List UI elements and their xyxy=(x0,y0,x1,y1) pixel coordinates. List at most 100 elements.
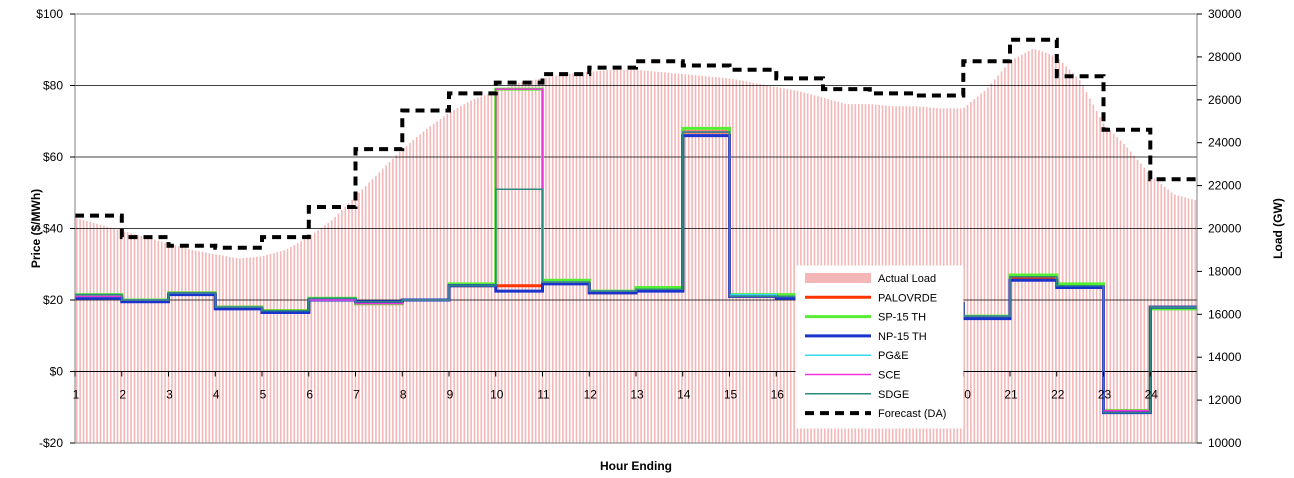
actual-load-bar xyxy=(653,71,656,444)
actual-load-bar xyxy=(507,86,510,443)
x-tick-label: 22 xyxy=(1051,388,1065,402)
y-tick-label: $80 xyxy=(43,79,63,93)
actual-load-bar xyxy=(538,78,540,443)
actual-load-bar xyxy=(228,256,231,443)
x-tick-label: 5 xyxy=(260,388,267,402)
actual-load-bar xyxy=(1004,67,1006,444)
actual-load-bar xyxy=(1085,92,1088,443)
actual-load-bar xyxy=(640,70,642,444)
actual-load-bar xyxy=(126,232,129,443)
actual-load-bar xyxy=(1191,199,1193,443)
actual-load-bar xyxy=(86,221,88,443)
actual-load-bar xyxy=(1174,194,1176,443)
actual-load-bar xyxy=(147,237,149,443)
actual-load-bar xyxy=(698,75,700,443)
legend-label: NP-15 TH xyxy=(878,331,927,343)
actual-load-bar xyxy=(1160,184,1163,443)
actual-load-bar xyxy=(633,69,636,444)
actual-load-bar xyxy=(347,203,350,443)
y2-tick-label: 26000 xyxy=(1208,93,1242,107)
actual-load-bar xyxy=(980,93,982,443)
actual-load-bar xyxy=(245,257,248,443)
actual-load-bar xyxy=(296,243,299,443)
actual-load-bar xyxy=(453,109,455,444)
actual-load-bar xyxy=(1034,49,1037,443)
actual-load-bar xyxy=(1184,197,1186,443)
actual-load-bar xyxy=(565,74,568,444)
x-tick-label: 23 xyxy=(1098,388,1112,402)
actual-load-bar xyxy=(89,221,92,443)
actual-load-bar xyxy=(708,76,710,443)
actual-load-bar xyxy=(1031,49,1033,444)
actual-load-bar xyxy=(677,73,680,444)
actual-load-bar xyxy=(664,72,666,444)
actual-load-bar xyxy=(313,232,316,443)
actual-load-bar xyxy=(1027,50,1030,443)
x-tick-label: 21 xyxy=(1004,388,1018,402)
actual-load-bar xyxy=(215,254,217,443)
actual-load-bar xyxy=(449,111,452,443)
actual-load-bar xyxy=(490,92,493,443)
actual-load-bar xyxy=(218,255,221,443)
actual-load-bar xyxy=(647,70,649,444)
actual-load-bar xyxy=(534,79,537,443)
y-tick-label: $40 xyxy=(43,222,63,236)
actual-load-bar xyxy=(1048,54,1050,444)
actual-load-bar xyxy=(684,74,687,443)
x-tick-label: 9 xyxy=(447,388,454,402)
actual-load-bar xyxy=(368,182,370,443)
actual-load-bar xyxy=(572,73,574,444)
actual-load-bar xyxy=(636,69,639,444)
actual-load-bar xyxy=(1017,56,1020,443)
actual-load-bar xyxy=(419,134,421,443)
actual-load-bar xyxy=(987,87,989,444)
actual-load-bar xyxy=(993,79,996,443)
x-tick-label: 2 xyxy=(119,388,126,402)
y2-tick-label: 22000 xyxy=(1208,179,1242,193)
x-tick-label: 6 xyxy=(306,388,313,402)
actual-load-bar xyxy=(966,104,969,444)
actual-load-bar xyxy=(477,97,479,444)
x-tick-label: 12 xyxy=(584,388,598,402)
actual-load-bar xyxy=(1133,155,1135,444)
actual-load-bar xyxy=(480,96,483,444)
actual-load-bar xyxy=(290,246,292,443)
actual-load-bar xyxy=(735,79,738,443)
actual-load-bar xyxy=(334,216,336,443)
actual-load-bar xyxy=(990,83,993,443)
actual-load-bar xyxy=(711,76,714,443)
y-tick-label: -$20 xyxy=(39,436,63,450)
actual-load-bar xyxy=(174,245,177,443)
actual-load-bar xyxy=(143,236,146,443)
actual-load-bar xyxy=(1065,66,1067,443)
actual-load-bar xyxy=(1187,198,1190,443)
actual-load-bar xyxy=(779,87,782,444)
actual-load-bar xyxy=(303,239,306,443)
y2-tick-label: 20000 xyxy=(1208,222,1242,236)
series-line-sdge xyxy=(75,131,1197,414)
actual-load-bar xyxy=(1058,59,1061,443)
actual-load-bar xyxy=(426,128,428,443)
actual-load-bar xyxy=(456,107,459,444)
legend-box xyxy=(795,265,964,429)
actual-load-bar xyxy=(511,85,513,443)
actual-load-bar xyxy=(602,70,605,443)
actual-load-bar xyxy=(150,238,153,443)
actual-load-bar xyxy=(276,252,279,443)
actual-load-bar xyxy=(286,248,289,443)
actual-load-bar xyxy=(1014,58,1016,443)
actual-load-bar xyxy=(1106,126,1108,443)
actual-load-bar xyxy=(670,73,673,444)
actual-load-bar xyxy=(674,73,676,444)
actual-load-bar xyxy=(211,253,214,443)
actual-load-bar xyxy=(225,256,228,443)
actual-load-bar xyxy=(568,73,571,444)
actual-load-bar xyxy=(963,107,965,444)
actual-load-bar xyxy=(364,186,367,443)
actual-load-bar xyxy=(1163,186,1166,443)
actual-load-bar xyxy=(1119,140,1122,443)
actual-load-bar xyxy=(432,123,435,444)
actual-load-bar xyxy=(242,258,245,443)
actual-load-bar xyxy=(259,256,262,443)
actual-load-bar xyxy=(116,229,119,443)
